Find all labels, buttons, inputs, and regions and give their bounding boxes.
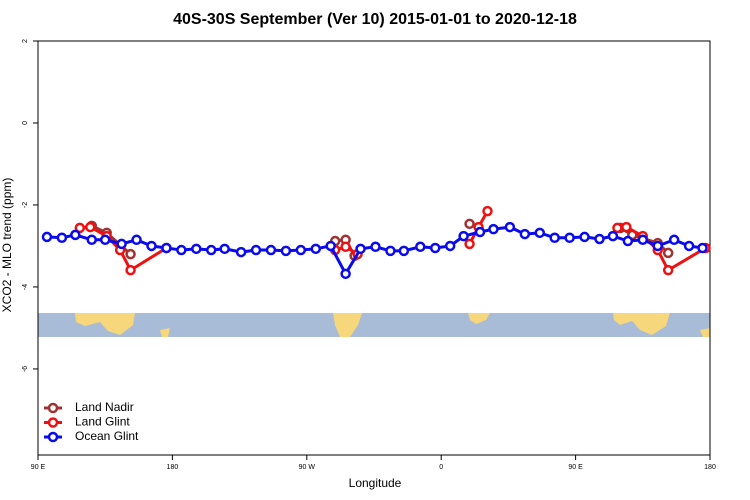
land	[468, 313, 490, 324]
point	[534, 227, 546, 239]
point	[621, 221, 632, 233]
point	[99, 234, 111, 246]
point	[607, 230, 619, 242]
point	[205, 244, 217, 256]
point	[146, 240, 157, 252]
x-tick-label: 180	[167, 464, 179, 471]
x-axis-label: Longitude	[349, 476, 402, 490]
point	[355, 243, 366, 255]
point	[125, 264, 136, 276]
point	[86, 234, 98, 246]
y-tick-label: -6	[22, 366, 29, 372]
point	[125, 248, 136, 260]
point	[176, 244, 187, 256]
point	[235, 246, 247, 258]
x-tick-label: 90 E	[31, 464, 46, 471]
y-axis-label: XCO2 - MLO trend (ppm)	[0, 178, 14, 313]
y-tick-label: -4	[22, 284, 29, 290]
point	[464, 218, 475, 230]
land	[75, 313, 135, 335]
point	[250, 244, 262, 256]
point	[474, 226, 486, 238]
point	[340, 241, 351, 253]
map-strip	[38, 313, 710, 337]
point	[482, 205, 493, 217]
point	[594, 233, 605, 245]
ocean-band	[38, 313, 710, 337]
point	[70, 229, 81, 241]
point	[41, 231, 53, 243]
point	[74, 222, 86, 234]
point	[549, 232, 560, 244]
y-tick-label: 2	[22, 39, 29, 43]
point	[429, 242, 441, 254]
legend-label: Land Nadir	[75, 400, 134, 414]
point	[340, 268, 351, 280]
point	[370, 241, 381, 253]
legend-marker	[47, 402, 59, 414]
point	[662, 247, 674, 259]
point	[310, 243, 322, 255]
point	[116, 238, 127, 250]
land	[700, 328, 710, 337]
x-tick-label: 180	[704, 464, 716, 471]
point	[131, 234, 142, 246]
point	[161, 242, 172, 254]
point	[56, 232, 68, 244]
land	[613, 313, 670, 335]
point	[504, 221, 516, 233]
y-tick-label: -2	[22, 202, 29, 208]
point	[622, 235, 634, 247]
point	[464, 238, 475, 250]
point	[564, 232, 575, 244]
point	[85, 221, 96, 233]
land	[333, 313, 362, 337]
point	[652, 240, 663, 252]
point	[280, 245, 292, 257]
point	[683, 240, 695, 252]
point	[662, 264, 674, 276]
x-tick-label: 0	[439, 464, 443, 471]
point	[488, 223, 499, 235]
point	[385, 245, 396, 257]
point	[325, 240, 336, 252]
point	[191, 243, 202, 255]
point	[219, 243, 230, 255]
point	[579, 231, 590, 243]
x-tick-label: 90 W	[299, 464, 316, 471]
chart-title: 40S-30S September (Ver 10) 2015-01-01 to…	[173, 11, 577, 28]
x-tick-label: 90 E	[568, 464, 583, 471]
point	[458, 230, 469, 242]
land	[160, 328, 170, 337]
point	[398, 245, 410, 257]
point	[697, 242, 708, 254]
point	[415, 241, 426, 253]
point	[265, 244, 277, 256]
point	[668, 234, 680, 246]
point	[637, 234, 649, 246]
legend-marker	[47, 417, 59, 428]
point	[444, 240, 456, 252]
point	[519, 228, 531, 240]
legend-label: Land Glint	[75, 415, 130, 429]
y-tick-label: 0	[22, 121, 29, 125]
legend-label: Ocean Glint	[75, 429, 139, 443]
legend-marker	[47, 431, 59, 443]
point	[612, 222, 623, 234]
point	[295, 244, 307, 256]
